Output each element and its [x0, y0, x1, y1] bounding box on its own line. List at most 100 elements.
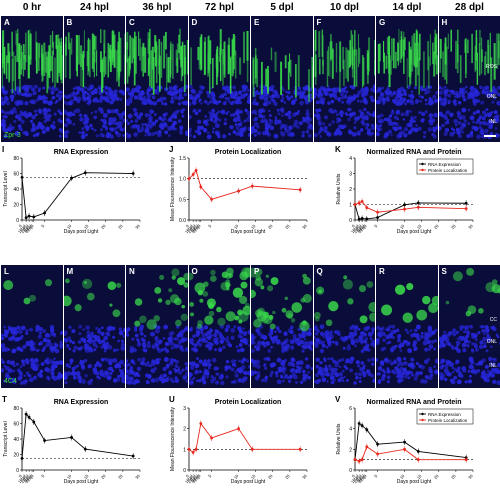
data-point — [32, 420, 36, 424]
x-tick-label: 24hpl — [20, 223, 30, 234]
x-axis-label: Days post Light — [397, 479, 432, 485]
data-point — [83, 447, 87, 451]
micrograph-panel-c: C — [126, 16, 188, 142]
x-tick-label: 5 — [373, 473, 379, 479]
series-line — [21, 172, 134, 219]
y-tick-label: 20 — [13, 203, 19, 209]
x-tick-label: 16hpl — [17, 223, 27, 234]
x-tick-label: 36hpl — [356, 473, 366, 484]
y-tick-label: 3 — [183, 406, 186, 412]
x-tick-label: 72hpl — [357, 223, 367, 234]
panel-letter: K — [335, 146, 341, 154]
x-tick-label: 30 — [134, 473, 141, 480]
series-line — [354, 202, 467, 220]
scale-bar — [484, 135, 496, 137]
timepoint-label: 10 dpl — [330, 2, 359, 13]
x-tick-label: 5 — [373, 223, 379, 229]
series-line — [354, 446, 467, 462]
y-tick-label: 40 — [13, 187, 19, 193]
micrograph-panel-h: H ROS ONL INL — [438, 16, 500, 142]
data-point — [24, 216, 28, 220]
micrograph-image — [188, 267, 250, 386]
y-tick-label: 2 — [349, 187, 352, 193]
chart-title: Normalized RNA and Protein — [366, 399, 461, 406]
x-tick-label: 20 — [100, 223, 107, 230]
layer-label: ONL — [486, 94, 497, 101]
data-point — [365, 217, 369, 221]
x-tick-label: 24hpl — [353, 223, 363, 234]
data-point — [32, 215, 36, 219]
chart-k: K Normalized RNA and Protein 0 1 2 3 4 016hpl24… — [335, 146, 474, 235]
legend-marker — [421, 418, 424, 422]
data-point — [194, 169, 198, 172]
x-tick-label: 36hpl — [190, 473, 200, 484]
timepoint-label: 36 hpl — [142, 2, 172, 13]
layer-label: ROS — [486, 63, 497, 70]
panel-letter: L — [4, 267, 9, 276]
x-tick-label: 25 — [450, 473, 457, 480]
y-tick-label: 80 — [13, 406, 19, 412]
x-tick-label: 16hpl — [350, 223, 360, 234]
data-point — [187, 177, 191, 181]
x-tick-label: 30 — [134, 223, 141, 230]
x-axis-label: Days post Light — [231, 479, 266, 485]
y-tick-label: 4 — [349, 156, 352, 162]
micrograph-panel-q: Q — [313, 265, 375, 388]
x-tick-label: 24hpl — [20, 473, 30, 484]
data-point — [194, 447, 198, 451]
chart-t: T RNA Expression 0 20 40 60 80 016hpl24hpl36hpl… — [2, 396, 141, 485]
x-tick-label: 72hpl — [357, 473, 367, 484]
y-tick-label: 3 — [349, 172, 352, 178]
x-tick-label: 25 — [117, 223, 124, 230]
data-point — [357, 217, 361, 221]
data-point — [464, 201, 468, 205]
y-tick-label: 0 — [349, 218, 352, 224]
x-tick-label: 20 — [433, 473, 440, 480]
y-tick-label: 1 — [349, 203, 352, 209]
panel-letter: U — [169, 396, 175, 404]
legend-label: Protein Localization — [428, 168, 468, 173]
legend-marker — [421, 412, 424, 416]
panel-letter: T — [2, 396, 7, 404]
data-point — [365, 428, 369, 432]
x-tick-label: 20 — [267, 473, 274, 480]
data-point — [416, 205, 420, 209]
timepoint-label: 14 dpl — [392, 2, 422, 13]
panel-letter: V — [335, 396, 341, 404]
x-tick-label: 36hpl — [356, 223, 366, 234]
data-point — [365, 445, 369, 449]
series-line — [188, 169, 301, 200]
x-axis-label: Days post Light — [64, 229, 99, 235]
panel-letter: O — [191, 267, 198, 276]
y-tick-label: 60 — [13, 422, 19, 428]
series-line — [21, 413, 134, 459]
data-point — [70, 176, 73, 180]
legend-marker — [421, 168, 424, 172]
micrograph-panel-b: B — [63, 16, 125, 142]
x-tick-label: 25 — [117, 473, 124, 480]
y-axis-label: Transcript Level — [3, 421, 9, 456]
layer-label: INL — [489, 119, 497, 126]
micrograph-panel-a: A Zpr-3 — [1, 16, 63, 142]
panel-letter: M — [66, 267, 74, 276]
chart-v: V Normalized RNA and Protein 0 2 4 6 016hpl24h… — [335, 396, 474, 485]
data-point — [353, 458, 357, 462]
y-tick-label: 0.0 — [179, 218, 186, 224]
charts-row-1: I RNA Expression020406080016hpl24hpl36hpl… — [2, 146, 474, 235]
x-tick-label: 10 — [399, 223, 406, 230]
x-tick-label: 5 — [40, 473, 46, 479]
panel-letter: P — [254, 267, 260, 276]
timepoint-label: 5 dpl — [270, 2, 294, 13]
data-point — [403, 207, 406, 211]
x-axis-label: Days post Light — [64, 479, 99, 485]
data-point — [24, 412, 28, 416]
x-tick-label: 16hpl — [184, 223, 194, 234]
data-point — [376, 216, 379, 219]
x-tick-label: 72hpl — [24, 473, 34, 484]
y-tick-label: 4 — [349, 427, 352, 433]
data-point — [464, 207, 468, 211]
panel-letter: H — [441, 18, 448, 27]
x-tick-label: 15 — [250, 223, 257, 230]
stain-label: Zpr-3 — [4, 132, 21, 139]
layer-label: ONL — [486, 338, 497, 345]
